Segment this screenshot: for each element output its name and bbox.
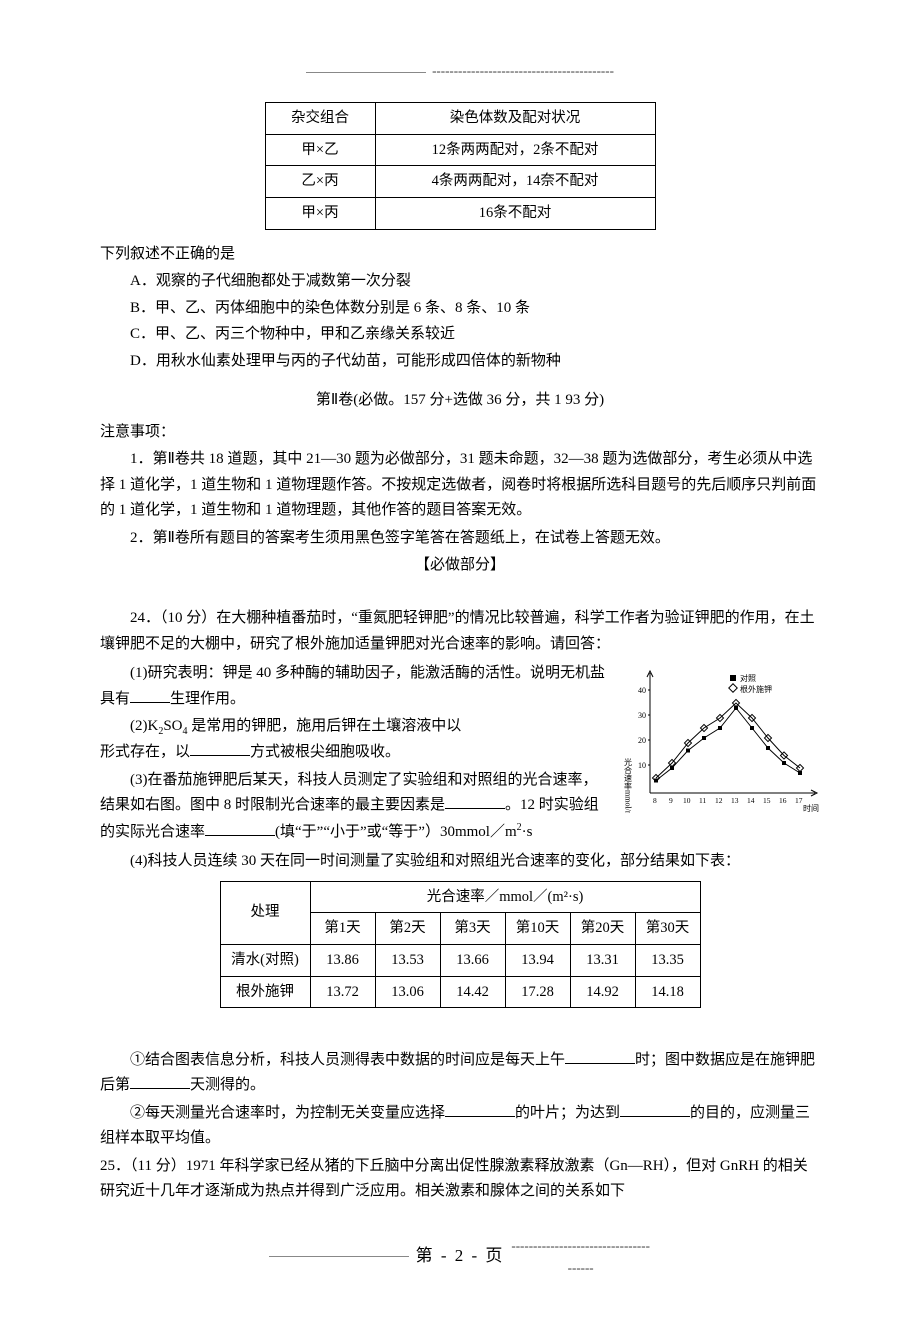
q24-chart-wrap: 10 20 30 40 8 9 10 11 12 13 14 15 16 17 时间 光合…: [100, 659, 820, 847]
photosynthesis-chart: 10 20 30 40 8 9 10 11 12 13 14 15 16 17 时间 光合…: [620, 663, 820, 813]
q24b-6: ②每天测量光合速率时，为控制无关变量应选择的叶片；为达到的目的，应测量三组样本取…: [100, 1101, 820, 1152]
svg-text:13: 13: [731, 796, 739, 805]
text: 方式被根尖细胞吸收。: [250, 744, 400, 760]
table-row: 处理 光合速率／mmol／(m²·s): [220, 881, 700, 913]
t2-l: 根外施钾: [220, 976, 310, 1008]
svg-text:17: 17: [795, 796, 803, 805]
notice-label: 注意事项：: [100, 420, 820, 446]
t2-v: 17.28: [505, 976, 570, 1008]
text: 天测得的。: [190, 1077, 265, 1093]
svg-text:光合速率mmol/m²·s: 光合速率mmol/m²·s: [624, 757, 633, 813]
q24-4: (4)科技人员连续 30 天在同一时间测量了实验组和对照组光合速率的变化，部分结…: [100, 849, 820, 875]
svg-text:15: 15: [763, 796, 771, 805]
t2-d: 第10天: [505, 913, 570, 945]
text: SO: [163, 718, 182, 734]
option-b: B．甲、乙、丙体细胞中的染色体数分别是 6 条、8 条、10 条: [100, 296, 820, 322]
t1-c: 16条不配对: [375, 198, 655, 230]
svg-text:时间: 时间: [803, 803, 819, 813]
header-rule: ----------------------------------------…: [100, 60, 820, 82]
t2-d: 第3天: [440, 913, 505, 945]
t1-c: 4条两两配对，14奈不配对: [375, 166, 655, 198]
question-stem: 下列叙述不正确的是: [100, 242, 820, 268]
svg-text:9: 9: [669, 796, 673, 805]
svg-text:16: 16: [779, 796, 787, 805]
t2-v: 13.53: [375, 944, 440, 976]
t2-v: 13.06: [375, 976, 440, 1008]
text: 的叶片；为达到: [515, 1105, 620, 1121]
t2-v: 14.18: [635, 976, 700, 1008]
t2-d: 第2天: [375, 913, 440, 945]
chromosome-table: 杂交组合 染色体数及配对状况 甲×乙 12条两两配对，2条不配对 乙×丙 4条两…: [265, 102, 656, 230]
t1-c: 甲×乙: [265, 134, 375, 166]
t1-h1: 杂交组合: [265, 103, 375, 135]
t1-c: 12条两两配对，2条不配对: [375, 134, 655, 166]
t2-tr: 光合速率／mmol／(m²·s): [310, 881, 700, 913]
t2-d: 第1天: [310, 913, 375, 945]
t2-tl: 处理: [220, 881, 310, 944]
svg-text:10: 10: [638, 761, 646, 770]
t2-d: 第20天: [570, 913, 635, 945]
blank: [130, 688, 170, 703]
text: (填“于”“小于”或“等于”）30mmol／m: [275, 824, 517, 840]
notice-1: 1．第Ⅱ卷共 18 道题，其中 21—30 题为必做部分，31 题未命题，32—…: [100, 447, 820, 524]
text: 形式存在，以: [100, 744, 190, 760]
option-c: C．甲、乙、丙三个物种中，甲和乙亲缘关系较近: [100, 322, 820, 348]
q24-head: 24．（10 分）在大棚种植番茄时，“重氮肥轻钾肥”的情况比较普遍，科学工作者为…: [100, 606, 820, 657]
t2-d: 第30天: [635, 913, 700, 945]
option-a: A．观察的子代细胞都处于减数第一次分裂: [100, 269, 820, 295]
blank: [565, 1049, 635, 1064]
text: 生理作用。: [170, 691, 245, 707]
svg-text:30: 30: [638, 711, 646, 720]
notice-2: 2．第Ⅱ卷所有题目的答案考生须用黑色签字笔答在答题纸上，在试卷上答题无效。: [100, 526, 820, 552]
blank: [205, 821, 275, 836]
footer-dashes: --------------------------------------: [511, 1235, 651, 1279]
t2-v: 13.86: [310, 944, 375, 976]
part2-title: 第Ⅱ卷(必做。157 分+选做 36 分，共 1 93 分): [100, 388, 820, 414]
blank: [445, 1102, 515, 1117]
table-row: 根外施钾 13.72 13.06 14.42 17.28 14.92 14.18: [220, 976, 700, 1008]
svg-text:14: 14: [747, 796, 755, 805]
page-footer: 第 - 2 - 页 ------------------------------…: [100, 1235, 820, 1279]
must-do-label: 【必做部分】: [100, 553, 820, 579]
t1-c: 甲×丙: [265, 198, 375, 230]
table-row: 杂交组合 染色体数及配对状况: [265, 103, 655, 135]
svg-text:对照: 对照: [740, 673, 756, 683]
t2-v: 13.31: [570, 944, 635, 976]
svg-text:11: 11: [699, 796, 706, 805]
t2-l: 清水(对照): [220, 944, 310, 976]
q25: 25．（11 分）1971 年科学家已经从猪的下丘脑中分离出促性腺激素释放激素（…: [100, 1154, 820, 1205]
svg-text:20: 20: [638, 736, 646, 745]
t2-v: 13.35: [635, 944, 700, 976]
rate-table: 处理 光合速率／mmol／(m²·s) 第1天 第2天 第3天 第10天 第20…: [220, 881, 701, 1009]
table-row: 清水(对照) 13.86 13.53 13.66 13.94 13.31 13.…: [220, 944, 700, 976]
svg-text:根外施钾: 根外施钾: [740, 684, 772, 694]
table-row: 甲×丙 16条不配对: [265, 198, 655, 230]
option-d: D．用秋水仙素处理甲与丙的子代幼苗，可能形成四倍体的新物种: [100, 349, 820, 375]
text: ①结合图表信息分析，科技人员测得表中数据的时间应是每天上午: [130, 1052, 565, 1068]
svg-text:8: 8: [653, 796, 657, 805]
t2-v: 14.92: [570, 976, 635, 1008]
text: ·s: [522, 824, 533, 840]
t2-v: 13.94: [505, 944, 570, 976]
blank: [620, 1102, 690, 1117]
t2-v: 13.66: [440, 944, 505, 976]
header-dashes: ----------------------------------------…: [432, 63, 614, 78]
t1-c: 乙×丙: [265, 166, 375, 198]
page-number: 第 - 2 - 页: [416, 1246, 505, 1265]
text: (2)K: [130, 718, 158, 734]
svg-text:40: 40: [638, 686, 646, 695]
t2-v: 13.72: [310, 976, 375, 1008]
table-row: 乙×丙 4条两两配对，14奈不配对: [265, 166, 655, 198]
q24b-5: ①结合图表信息分析，科技人员测得表中数据的时间应是每天上午时；图中数据应是在施钾…: [100, 1048, 820, 1099]
t1-h2: 染色体数及配对状况: [375, 103, 655, 135]
text: 是常用的钾肥，施用后钾在土壤溶液中以: [188, 718, 462, 734]
blank: [190, 741, 250, 756]
svg-text:10: 10: [683, 796, 691, 805]
blank: [130, 1074, 190, 1089]
table-row: 甲×乙 12条两两配对，2条不配对: [265, 134, 655, 166]
t2-v: 14.42: [440, 976, 505, 1008]
svg-text:12: 12: [715, 796, 723, 805]
blank: [445, 794, 505, 809]
text: ②每天测量光合速率时，为控制无关变量应选择: [130, 1105, 445, 1121]
